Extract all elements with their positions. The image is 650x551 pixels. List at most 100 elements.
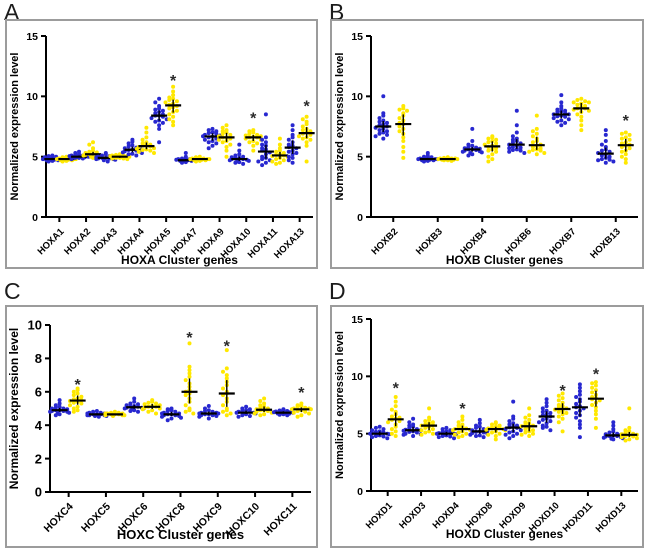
data-point-yellow <box>530 140 535 145</box>
data-point-yellow <box>251 139 256 143</box>
data-point-blue <box>511 434 516 438</box>
data-point-yellow <box>304 122 309 127</box>
data-point-yellow <box>490 152 495 157</box>
data-point-yellow <box>456 430 461 435</box>
data-point-blue <box>206 140 211 145</box>
data-point-blue <box>256 159 261 164</box>
data-point-yellow <box>75 404 80 409</box>
data-point-yellow <box>427 406 432 411</box>
data-point-yellow <box>623 157 628 162</box>
data-point-blue <box>132 396 137 401</box>
x-tick-label: HOXC4 <box>42 501 76 535</box>
data-point-yellow <box>494 137 499 142</box>
data-point-blue <box>603 132 608 137</box>
data-point-blue <box>401 432 406 437</box>
data-point-blue <box>132 408 137 413</box>
data-point-blue <box>160 414 164 419</box>
data-point-blue <box>157 106 162 111</box>
data-point-blue <box>260 137 265 142</box>
data-point-yellow <box>150 408 155 413</box>
data-point-blue <box>411 416 416 421</box>
data-point-yellow <box>221 386 225 391</box>
data-point-yellow <box>590 390 595 395</box>
data-point-yellow <box>593 425 598 430</box>
data-point-yellow <box>393 434 398 438</box>
data-point-yellow <box>187 374 192 379</box>
significance-asterisk: * <box>75 377 82 394</box>
data-point-yellow <box>560 400 565 405</box>
data-point-yellow <box>144 147 149 152</box>
data-point-yellow <box>221 409 225 414</box>
y-tick-label: 4 <box>35 418 43 433</box>
data-point-blue <box>601 435 606 440</box>
data-point-blue <box>130 151 135 156</box>
data-point-blue <box>603 139 608 143</box>
significance-asterisk: * <box>304 99 311 116</box>
data-point-blue <box>206 131 211 136</box>
data-point-blue <box>574 411 579 415</box>
data-point-yellow <box>224 366 229 371</box>
data-point-yellow <box>54 157 59 162</box>
data-point-blue <box>173 409 178 414</box>
data-point-yellow <box>221 403 225 408</box>
data-point-blue <box>381 130 386 135</box>
data-point-blue <box>507 430 512 435</box>
data-point-blue <box>518 428 523 433</box>
data-point-yellow <box>224 376 229 381</box>
data-point-blue <box>132 399 137 404</box>
data-point-blue <box>160 120 165 125</box>
data-point-yellow <box>579 118 584 123</box>
data-point-yellow <box>393 429 398 434</box>
data-point-blue <box>422 159 426 164</box>
data-point-yellow <box>251 130 256 135</box>
data-point-blue <box>206 146 211 151</box>
data-point-yellow <box>300 136 305 141</box>
data-point-yellow <box>274 161 279 166</box>
data-point-yellow <box>75 408 80 413</box>
data-point-yellow <box>393 404 398 409</box>
data-point-yellow <box>493 421 498 426</box>
data-point-blue <box>474 434 478 438</box>
data-point-blue <box>452 436 456 441</box>
data-point-blue <box>290 155 295 160</box>
data-point-yellow <box>144 135 149 140</box>
data-point-yellow <box>307 411 311 416</box>
data-point-blue <box>566 117 571 122</box>
data-point-yellow <box>623 135 628 140</box>
data-point-blue <box>57 412 62 417</box>
data-point-yellow <box>224 145 229 149</box>
data-point-blue <box>577 392 582 397</box>
data-point-yellow <box>71 409 76 414</box>
data-point-yellow <box>277 160 282 165</box>
data-point-yellow <box>174 99 179 104</box>
data-point-blue <box>559 100 564 105</box>
data-point-yellow <box>401 139 406 143</box>
data-point-blue <box>69 157 74 162</box>
significance-asterisk: * <box>224 338 231 355</box>
x-axis-title: HOXD Cluster genes <box>446 527 564 541</box>
data-point-yellow <box>427 417 432 422</box>
data-point-yellow <box>154 401 158 406</box>
y-tick-label: 15 <box>351 31 363 43</box>
data-point-blue <box>479 150 484 155</box>
data-point-blue <box>544 421 549 426</box>
data-point-blue <box>263 160 268 165</box>
y-tick-label: 8 <box>35 351 42 366</box>
data-point-blue <box>507 149 512 154</box>
data-point-yellow <box>430 431 435 436</box>
data-point-yellow <box>456 435 461 440</box>
data-point-blue <box>160 108 165 113</box>
data-point-blue <box>477 424 482 429</box>
data-point-blue <box>290 160 295 165</box>
data-point-blue <box>577 419 582 424</box>
x-tick-label: HOXA3 <box>89 226 120 257</box>
data-point-blue <box>607 157 612 162</box>
data-point-blue <box>244 408 249 413</box>
data-point-yellow <box>188 157 193 162</box>
data-point-blue <box>370 428 375 433</box>
x-tick-label: HOXD11 <box>561 500 596 535</box>
data-point-blue <box>474 425 478 430</box>
data-point-blue <box>385 436 390 441</box>
data-point-blue <box>126 152 131 157</box>
data-point-blue <box>599 142 604 147</box>
